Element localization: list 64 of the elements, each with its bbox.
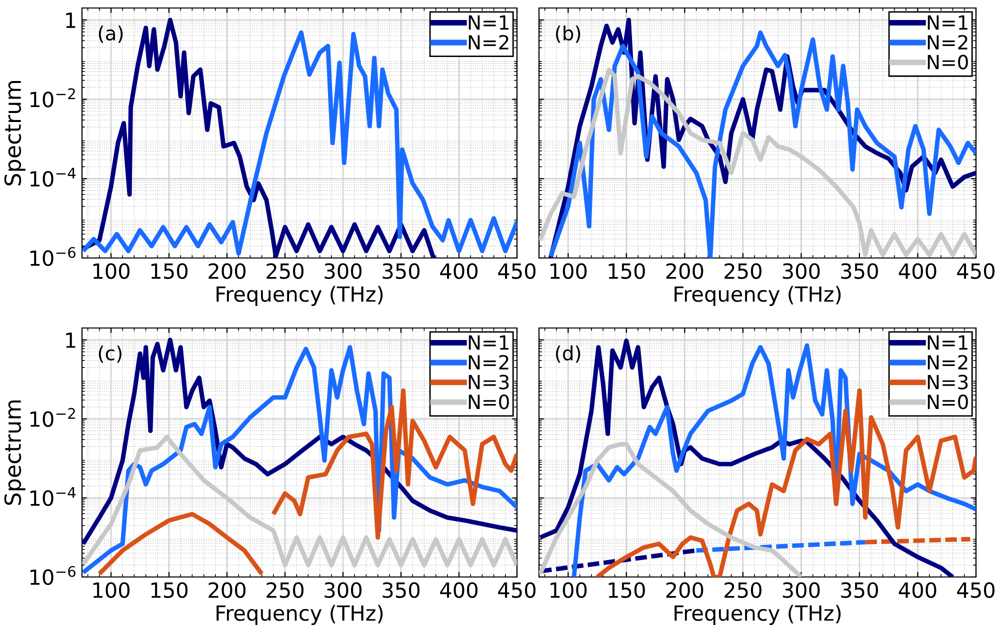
legend-label: N=0: [928, 54, 968, 70]
annotation: (b): [556, 26, 580, 43]
text: N=1: [928, 15, 968, 30]
x-tick-label: 300: [782, 582, 820, 598]
x-tick-label: 150: [608, 582, 645, 598]
x-tick-label: 450: [957, 263, 994, 279]
x-tick-label: 100: [93, 582, 130, 598]
x-tick-label: 150: [608, 263, 645, 279]
y-tick-label: 10$^{−6}$: [30, 566, 76, 586]
x-tick-label: 200: [208, 582, 246, 598]
x-tick-label: 300: [324, 263, 362, 279]
annotation: (a): [98, 26, 123, 43]
x-tick-label: 100: [93, 263, 130, 279]
x-tick-label: 350: [382, 263, 420, 279]
x-tick-label: 250: [724, 582, 762, 598]
annotation: (c): [98, 345, 122, 363]
legend-label: N=2: [928, 34, 968, 50]
legend-label: N=3: [468, 374, 509, 390]
x-tick-label: 300: [782, 263, 820, 279]
x-tick-label: 350: [841, 582, 878, 598]
legend-label: N=2: [928, 354, 968, 370]
y-axis-title: Spectrum: [4, 81, 26, 186]
text: N=1: [928, 335, 968, 350]
x-tick-label: 100: [550, 263, 587, 279]
y-tick-label: 1: [66, 12, 76, 28]
x-tick-label: 250: [724, 263, 762, 279]
x-tick-label: 450: [498, 582, 536, 598]
x-tick-label: 400: [440, 582, 478, 598]
x-axis-title: Frequency (THz): [216, 604, 383, 625]
x-tick-label: 400: [440, 263, 478, 279]
legend-label: N=0: [468, 394, 509, 410]
x-axis-title: Frequency (THz): [674, 286, 841, 306]
y-tick-label: 10$^{−2}$: [30, 408, 75, 427]
y-tick-label: 10$^{−4}$: [30, 487, 76, 506]
x-axis-title: Frequency (THz): [674, 604, 841, 625]
line-series: [82, 18, 436, 258]
legend-label: N=0: [928, 394, 968, 410]
annotation: (d): [556, 345, 580, 363]
x-tick-label: 250: [266, 582, 304, 598]
x-tick-label: 150: [151, 582, 188, 598]
y-tick-label: 10$^{−4}$: [30, 168, 76, 187]
x-tick-label: 400: [898, 263, 936, 279]
x-tick-label: 450: [498, 263, 536, 279]
x-axis-title: Frequency (THz): [216, 286, 383, 306]
x-tick-label: 450: [957, 582, 994, 598]
x-tick-label: 200: [666, 263, 704, 279]
y-axis-title: Spectrum: [4, 400, 26, 505]
x-tick-label: 350: [841, 263, 878, 279]
text: N=1: [468, 335, 508, 350]
legend-label: N=2: [468, 354, 508, 370]
y-tick-label: 1: [66, 332, 76, 348]
y-tick-label: 10$^{−6}$: [30, 246, 76, 266]
x-tick-label: 400: [898, 582, 936, 598]
legend-label: N=3: [928, 374, 968, 390]
text: N=1: [468, 15, 508, 30]
x-tick-label: 250: [266, 263, 304, 279]
y-tick-label: 10$^{−2}$: [30, 88, 75, 108]
legend-label: N=2: [468, 34, 508, 50]
x-tick-label: 100: [550, 582, 587, 598]
x-tick-label: 150: [151, 263, 188, 279]
x-tick-label: 200: [208, 263, 246, 279]
x-tick-label: 350: [382, 582, 420, 598]
x-tick-label: 300: [324, 582, 362, 598]
x-tick-label: 200: [666, 582, 704, 598]
